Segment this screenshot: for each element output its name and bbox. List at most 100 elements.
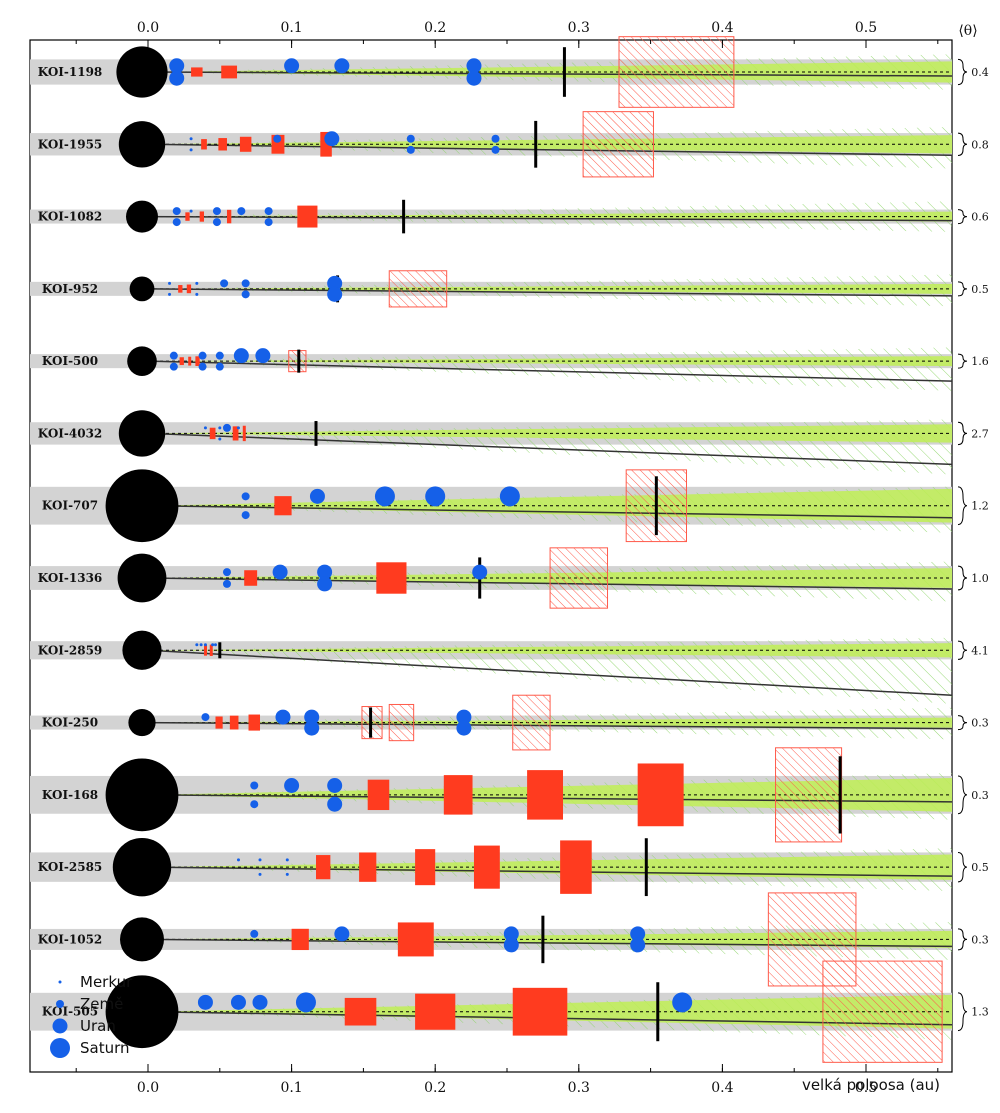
habitable-box xyxy=(344,997,377,1026)
system-name-label: KOI-168 xyxy=(42,788,98,802)
system-row: KOI-1336 1.0 xyxy=(30,547,989,609)
orbit-line xyxy=(147,288,953,297)
planet-point xyxy=(222,568,231,577)
planet-point xyxy=(169,58,185,74)
planet-point xyxy=(195,281,199,285)
orbit-line xyxy=(147,215,953,222)
planet-point xyxy=(273,134,282,143)
habitable-box xyxy=(226,209,232,224)
x-tick-label-top: 0.4 xyxy=(711,20,733,36)
planet-point xyxy=(203,426,207,430)
system-row: KOI-250 0.3 xyxy=(30,694,989,751)
system-name-label: KOI-2585 xyxy=(38,860,103,874)
planet-point xyxy=(236,858,240,862)
planet-point xyxy=(284,58,300,74)
star-disk xyxy=(112,837,172,897)
planet-point xyxy=(374,486,395,507)
system-row: KOI-2859 4.1 xyxy=(30,630,989,704)
orbit-line xyxy=(147,71,953,77)
system-name-label: KOI-4032 xyxy=(38,426,103,440)
uncertain-zone xyxy=(618,36,735,108)
system-row: KOI-1198 0.4 xyxy=(30,36,989,108)
system-name-label: KOI-707 xyxy=(42,499,98,513)
habitable-box xyxy=(191,67,203,77)
habitable-box xyxy=(248,714,261,731)
theta-value-label: 0.3 xyxy=(971,789,989,802)
legend-marker xyxy=(52,1018,68,1034)
system-name-label: KOI-1198 xyxy=(38,65,103,79)
planet-point xyxy=(222,423,231,432)
habitable-box xyxy=(473,845,500,889)
legend-marker xyxy=(58,980,62,984)
system-row: KOI-1955 0.8 xyxy=(30,111,989,178)
habitable-box xyxy=(637,763,684,827)
x-tick-label-top: 0.5 xyxy=(855,20,877,36)
planet-point xyxy=(233,348,249,364)
theta-value-label: 2.7 xyxy=(971,427,989,440)
planet-point xyxy=(189,148,193,152)
planet-point xyxy=(295,992,316,1013)
planet-point xyxy=(169,362,178,371)
uncertain-zone xyxy=(388,703,415,742)
planet-point xyxy=(503,926,519,942)
planet-point xyxy=(324,131,340,147)
planet-point xyxy=(252,994,268,1010)
planet-point xyxy=(272,564,288,580)
habitable-box xyxy=(188,356,192,366)
planet-point xyxy=(285,872,289,876)
x-axis-label: velká poloosa (au) xyxy=(802,1076,940,1094)
planet-point xyxy=(241,290,250,299)
star-disk xyxy=(129,276,155,302)
habitable-box xyxy=(297,205,318,228)
legend-marker xyxy=(50,1038,70,1058)
system-name-label: KOI-2859 xyxy=(38,643,103,657)
x-tick-label-top: 0.1 xyxy=(280,20,302,36)
planet-point xyxy=(425,486,446,507)
planet-point xyxy=(241,511,250,520)
planet-point xyxy=(406,145,415,154)
x-tick-label-top: 0.0 xyxy=(137,20,159,36)
system-row: KOI-500 1.6 xyxy=(30,346,989,391)
planet-point xyxy=(672,992,693,1013)
legend-label: Merkur xyxy=(80,973,133,991)
planet-point xyxy=(304,709,320,725)
planet-point xyxy=(198,362,207,371)
star-disk xyxy=(105,469,179,543)
x-tick-label-top: 0.3 xyxy=(568,20,590,36)
planet-point xyxy=(630,926,646,942)
theta-value-label: 1.0 xyxy=(971,572,989,585)
system-row: KOI-1082 0.6 xyxy=(30,199,989,234)
habitable-box xyxy=(415,993,456,1030)
habitable-box xyxy=(218,138,227,151)
theta-value-label: 4.1 xyxy=(971,644,989,657)
planet-point xyxy=(168,292,172,296)
planet-point xyxy=(456,709,472,725)
habitable-box xyxy=(204,644,208,656)
system-name-label: KOI-250 xyxy=(42,716,98,730)
legend-marker xyxy=(56,1000,64,1008)
system-name-label: KOI-505 xyxy=(42,1005,98,1019)
star-disk xyxy=(116,46,168,98)
x-tick-label-bottom: 0.1 xyxy=(280,1080,302,1096)
planet-point xyxy=(317,576,333,592)
theta-brace xyxy=(957,992,968,1032)
planet-point xyxy=(406,134,415,143)
theta-brace xyxy=(957,565,968,591)
system-row: KOI-505 1.3 xyxy=(30,960,989,1063)
x-tick-label-bottom: 0.5 xyxy=(855,1080,877,1096)
planet-point xyxy=(195,643,199,647)
planet-point xyxy=(169,351,178,360)
orbit-line xyxy=(147,360,953,382)
system-row: KOI-4032 2.7 xyxy=(30,410,989,475)
planet-point xyxy=(218,426,222,430)
x-tick-label-bottom: 0.0 xyxy=(137,1080,159,1096)
planet-point xyxy=(491,134,500,143)
planet-point xyxy=(241,279,250,288)
star-disk xyxy=(117,553,167,603)
habitable-box xyxy=(221,65,238,79)
habitable-box xyxy=(415,849,436,886)
theta-value-label: 1.3 xyxy=(971,1006,989,1019)
theta-brace xyxy=(957,132,968,156)
uncertain-zone xyxy=(388,270,448,308)
star-disk xyxy=(120,917,164,962)
